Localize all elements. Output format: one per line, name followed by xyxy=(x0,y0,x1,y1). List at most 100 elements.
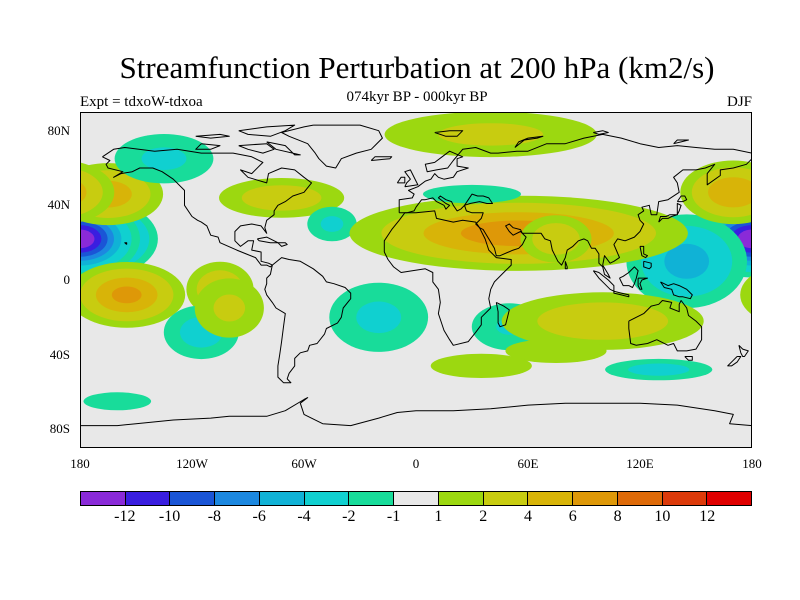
coastline xyxy=(676,195,688,203)
x-tick-label: 60W xyxy=(291,456,317,471)
chart-title: Streamfunction Perturbation at 200 hPa (… xyxy=(119,50,715,85)
coastline xyxy=(637,277,648,290)
colorbar-swatch xyxy=(304,492,350,505)
field-contour-level xyxy=(430,353,532,378)
y-tick-label: 0 xyxy=(63,272,71,287)
x-tick-label: 180 xyxy=(742,456,762,471)
field-contour-level xyxy=(80,170,103,215)
coastline xyxy=(238,143,275,154)
coastline xyxy=(370,156,393,161)
coastline xyxy=(658,203,682,223)
colorbar-swatch xyxy=(215,492,260,505)
colorbar-label: -8 xyxy=(207,508,222,525)
x-tick-label: 120E xyxy=(626,456,654,471)
field-contour-level xyxy=(537,302,669,340)
chart-subtitle: 074kyr BP - 000kyr BP xyxy=(346,89,488,105)
colorbar-swatch xyxy=(438,492,484,505)
x-tick-label: 0 xyxy=(412,456,420,471)
colorbar-label: -10 xyxy=(158,508,181,525)
colorbar-label: -6 xyxy=(252,508,266,525)
colorbar-swatch xyxy=(81,492,126,505)
colorbar xyxy=(80,491,752,506)
coastline xyxy=(277,242,288,247)
coastline xyxy=(195,133,230,139)
coastline xyxy=(124,242,128,245)
field-contour-level xyxy=(241,185,322,211)
colorbar-label: -12 xyxy=(114,508,136,525)
coastline xyxy=(684,356,693,361)
coastline xyxy=(404,169,419,188)
colorbar-label: 6 xyxy=(568,508,577,525)
colorbar-swatch xyxy=(259,492,305,505)
coastline xyxy=(592,270,615,292)
colorbar-label: 10 xyxy=(654,508,671,525)
map-svg xyxy=(80,112,752,427)
coastline xyxy=(628,300,703,352)
colorbar-label: -4 xyxy=(297,508,311,525)
coastline xyxy=(238,124,296,137)
coastline xyxy=(593,130,609,135)
field-contour-level xyxy=(740,275,752,315)
field-contour-level xyxy=(356,301,402,334)
colorbar-swatch xyxy=(125,492,171,505)
colorbar-swatch xyxy=(394,492,439,505)
coastline xyxy=(564,261,568,270)
colorbar-label: 2 xyxy=(479,508,488,525)
y-tick-label: 40S xyxy=(49,346,70,362)
field-contour-level xyxy=(438,123,544,146)
colorbar-swatch xyxy=(483,492,529,505)
x-tick-label: 120W xyxy=(176,456,208,471)
x-tick-label: 60E xyxy=(517,456,539,471)
colorbar-swatch xyxy=(707,492,752,505)
field-contour-level xyxy=(141,147,187,170)
coastline xyxy=(383,210,512,346)
coastline xyxy=(514,135,544,148)
field-contour-level xyxy=(664,243,710,279)
map-plot-area xyxy=(80,112,752,448)
colorbar-swatch xyxy=(170,492,216,505)
colorbar-label: 8 xyxy=(613,508,622,525)
season-label: DJF xyxy=(726,94,752,110)
colorbar-label: -1 xyxy=(386,508,401,525)
y-tick-label: 80S xyxy=(49,421,70,437)
coastline xyxy=(643,260,652,270)
x-tick-label: 180 xyxy=(70,456,90,471)
field-contour-level xyxy=(80,229,95,249)
coastline xyxy=(660,281,693,300)
field-contour-level xyxy=(213,294,246,322)
y-tick-label: 80N xyxy=(47,122,70,138)
coastline xyxy=(673,139,689,145)
y-tick-label: 40N xyxy=(47,197,70,213)
coastline xyxy=(639,245,648,259)
coastline xyxy=(738,344,749,357)
colorbar-label: 4 xyxy=(524,508,532,525)
field-contour-level xyxy=(628,363,690,376)
coastline xyxy=(80,397,752,427)
coastline xyxy=(398,133,752,279)
field-contours xyxy=(80,112,752,411)
field-contour-level xyxy=(532,223,580,255)
field-contour-level xyxy=(83,392,152,411)
coastlines xyxy=(80,124,752,427)
coastline xyxy=(727,356,742,367)
colorbar-swatch xyxy=(528,492,574,505)
colorbar-swatch xyxy=(349,492,395,505)
coastline xyxy=(195,143,221,150)
colorbar-label: 12 xyxy=(699,508,716,525)
coastline xyxy=(102,147,312,268)
coastline xyxy=(281,124,383,169)
coastline xyxy=(613,290,630,298)
field-contour-level xyxy=(505,338,607,363)
colorbar-label: -2 xyxy=(342,508,356,525)
colorbar-label: 1 xyxy=(434,508,443,525)
coastline xyxy=(266,141,301,156)
field-contour-level xyxy=(80,182,87,203)
colorbar-swatch xyxy=(662,492,708,505)
colorbar-swatch xyxy=(617,492,663,505)
field-contour-level xyxy=(708,177,752,208)
coastline xyxy=(495,301,510,328)
coastline xyxy=(256,236,279,244)
coastline xyxy=(396,176,406,184)
coastline xyxy=(264,257,352,384)
field-contour-level xyxy=(111,286,142,304)
